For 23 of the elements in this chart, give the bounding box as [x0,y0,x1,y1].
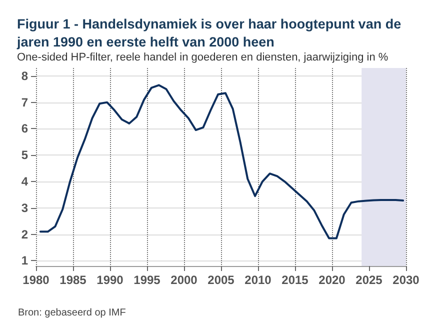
chart-title: Figuur 1 - Handelsdynamiek is over haar hoogtepunt van de jaren 1990 en eerste helft van 2000 heen [16,16,405,50]
x-tick-label: 2000 [170,273,198,287]
x-tick-label: 1995 [134,273,161,287]
x-tick-label: 1985 [60,273,87,287]
y-tick-label: 7 [21,95,28,110]
y-tick-label: 6 [21,122,28,136]
x-tick-label: 2005 [208,273,235,287]
x-tick-label: 2025 [356,273,383,287]
x-tick-label: 2030 [392,273,420,287]
x-tick-label: 1980 [22,273,50,287]
y-tick-label: 1 [21,254,28,268]
y-tick-label: 5 [21,148,28,162]
x-tick-label: 1990 [96,273,124,287]
text: Bron: gebaseerd op IMF [18,308,126,318]
y-tick-label: 2 [21,227,28,242]
chart-subtitle: One-sided HP-filter, reele handel in goederen en diensten, jaarwijziging in % [17,52,388,64]
line-series [39,84,404,240]
x-tick-label: 2010 [244,273,272,287]
x-tick-label: 2020 [318,273,346,287]
y-tick-label: 8 [21,68,28,83]
y-tick-label: 4 [21,174,28,189]
x-tick-label: 2015 [282,273,309,287]
y-tick-label: 3 [21,200,28,215]
